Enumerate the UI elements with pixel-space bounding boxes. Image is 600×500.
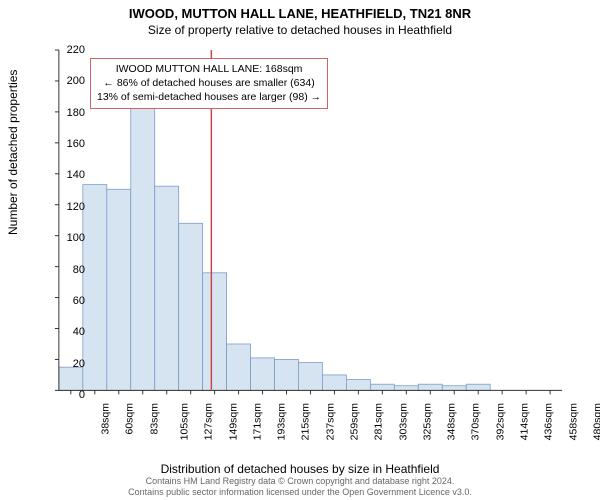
y-tick-label: 220 [45, 44, 85, 56]
y-tick-label: 60 [45, 295, 85, 307]
histogram-bar [394, 386, 418, 391]
footer-line1: Contains HM Land Registry data © Crown c… [0, 476, 600, 487]
x-tick-label: 392sqm [494, 403, 506, 440]
x-tick-label: 414sqm [518, 403, 530, 440]
histogram-bar [298, 363, 322, 391]
y-tick-label: 0 [45, 389, 85, 401]
histogram-bar [466, 384, 490, 390]
annotation-line2: ← 86% of detached houses are smaller (63… [97, 76, 321, 90]
x-tick-label: 171sqm [251, 403, 263, 440]
histogram-bar [155, 186, 179, 390]
annotation-line3: 13% of semi-detached houses are larger (… [97, 90, 321, 104]
histogram-bar [442, 386, 466, 391]
y-tick-label: 40 [45, 326, 85, 338]
histogram-bar [203, 273, 227, 391]
x-tick-label: 215sqm [300, 403, 312, 440]
y-tick-label: 120 [45, 201, 85, 213]
histogram-bar [418, 384, 442, 390]
x-tick-label: 458sqm [567, 403, 579, 440]
y-tick-label: 80 [45, 264, 85, 276]
y-tick-label: 100 [45, 232, 85, 244]
x-tick-label: 325sqm [421, 403, 433, 440]
x-tick-label: 38sqm [100, 403, 112, 435]
x-tick-label: 259sqm [348, 403, 360, 440]
y-tick-label: 160 [45, 138, 85, 150]
histogram-bar [131, 107, 155, 390]
y-tick-label: 180 [45, 107, 85, 119]
x-tick-label: 370sqm [470, 403, 482, 440]
histogram-bar [251, 358, 275, 390]
chart-title-main: IWOOD, MUTTON HALL LANE, HEATHFIELD, TN2… [0, 0, 600, 21]
x-tick-label: 348sqm [446, 403, 458, 440]
x-tick-label: 149sqm [227, 403, 239, 440]
x-tick-label: 105sqm [178, 403, 190, 440]
annotation-line1: IWOOD MUTTON HALL LANE: 168sqm [97, 62, 321, 76]
histogram-bar [370, 384, 394, 390]
histogram-bar [179, 223, 203, 390]
chart-title-sub: Size of property relative to detached ho… [0, 21, 600, 37]
histogram-bar [275, 359, 299, 390]
x-tick-label: 127sqm [203, 403, 215, 440]
x-tick-label: 83sqm [148, 403, 160, 435]
x-tick-label: 237sqm [324, 403, 336, 440]
histogram-bar [227, 344, 251, 390]
y-axis-label: Number of detached properties [6, 70, 20, 235]
x-tick-label: 193sqm [276, 403, 288, 440]
x-tick-label: 303sqm [397, 403, 409, 440]
x-tick-label: 60sqm [124, 403, 136, 435]
x-axis-label: Distribution of detached houses by size … [0, 462, 600, 476]
x-tick-label: 480sqm [591, 403, 600, 440]
histogram-bar [346, 380, 370, 391]
histogram-bar [322, 375, 346, 390]
histogram-bar [59, 367, 83, 390]
histogram-bar [83, 185, 107, 391]
y-tick-label: 20 [45, 358, 85, 370]
footer-attribution: Contains HM Land Registry data © Crown c… [0, 476, 600, 498]
x-tick-label: 436sqm [543, 403, 555, 440]
y-tick-label: 140 [45, 169, 85, 181]
y-tick-label: 200 [45, 75, 85, 87]
histogram-bar [107, 189, 131, 390]
annotation-box: IWOOD MUTTON HALL LANE: 168sqm ← 86% of … [90, 58, 328, 109]
footer-line2: Contains public sector information licen… [0, 487, 600, 498]
x-tick-label: 281sqm [373, 403, 385, 440]
